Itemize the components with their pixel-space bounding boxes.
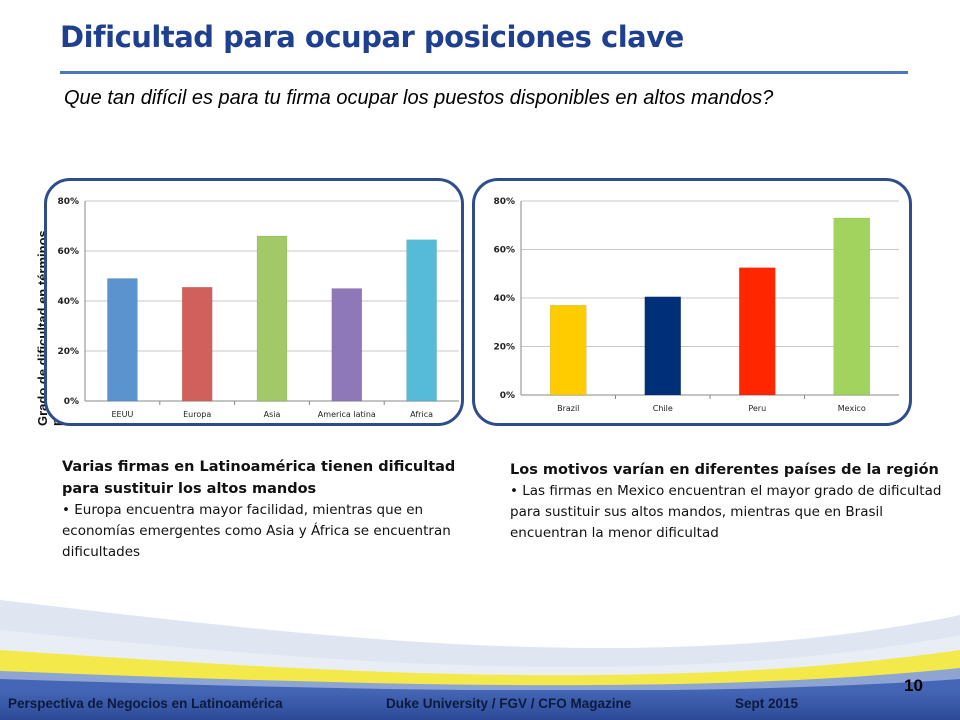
footer-bar xyxy=(0,690,960,720)
regions-chart-svg: 0% 20% 40% 60% 80% EEUU Europa Asia America lati… xyxy=(57,197,459,419)
category-label: Asia xyxy=(264,410,281,419)
right-bullet: Las firmas en Mexico encuentran el mayor… xyxy=(510,481,950,544)
survey-question: Que tan difícil es para tu firma ocupar … xyxy=(64,87,774,109)
bar xyxy=(644,296,681,396)
footer-right-text: Sept 2015 xyxy=(735,696,799,711)
slide-title: Dificultad para ocupar posiciones clave xyxy=(60,20,684,54)
bar xyxy=(256,235,288,402)
y-tick-label: 80% xyxy=(57,197,79,207)
y-tick-label: 0% xyxy=(500,391,515,401)
category-label: Mexico xyxy=(838,404,866,413)
category-label: America latina xyxy=(318,410,376,419)
y-tick-label: 60% xyxy=(493,246,515,256)
left-text-block: Varias firmas en Latinoamérica tienen di… xyxy=(62,456,472,563)
y-tick-label: 80% xyxy=(493,197,515,207)
category-label: Europa xyxy=(183,410,211,419)
category-label: Chile xyxy=(653,404,673,413)
y-tick-label: 40% xyxy=(493,294,515,304)
title-divider xyxy=(60,71,908,74)
category-label: Brazil xyxy=(557,404,579,413)
category-label: EEUU xyxy=(111,410,133,419)
page-number: 10 xyxy=(904,676,923,695)
countries-chart: 0% 20% 40% 60% 80% Brazil Chile Peru Mexico xyxy=(472,178,912,426)
regions-chart: 0% 20% 40% 60% 80% EEUU Europa Asia America lati… xyxy=(44,178,464,426)
y-tick-label: 0% xyxy=(64,397,79,407)
bar xyxy=(181,287,213,402)
footer-left-text: Perspectiva de Negocios en Latinoamérica xyxy=(8,696,283,711)
y-tick-label: 20% xyxy=(493,343,515,353)
right-heading: Los motivos varían en diferentes países … xyxy=(510,462,939,478)
footer-wave-decoration xyxy=(0,600,960,695)
bar xyxy=(739,267,776,396)
y-tick-label: 20% xyxy=(57,347,79,357)
y-tick-label: 60% xyxy=(57,247,79,257)
countries-chart-svg: 0% 20% 40% 60% 80% Brazil Chile Peru Mexico xyxy=(493,197,899,413)
bar xyxy=(550,305,587,396)
right-text-block: Los motivos varían en diferentes países … xyxy=(510,459,950,544)
left-bullet: Europa encuentra mayor facilidad, mientr… xyxy=(62,500,472,563)
category-label: Africa xyxy=(410,410,433,419)
left-heading: Varias firmas en Latinoamérica tienen di… xyxy=(62,459,456,497)
bar xyxy=(833,217,870,396)
footer-center-text: Duke University / FGV / CFO Magazine xyxy=(386,696,632,711)
y-tick-label: 40% xyxy=(57,297,79,307)
bar xyxy=(406,239,437,402)
bar xyxy=(107,278,138,402)
category-label: Peru xyxy=(748,404,766,413)
bar xyxy=(331,288,363,402)
